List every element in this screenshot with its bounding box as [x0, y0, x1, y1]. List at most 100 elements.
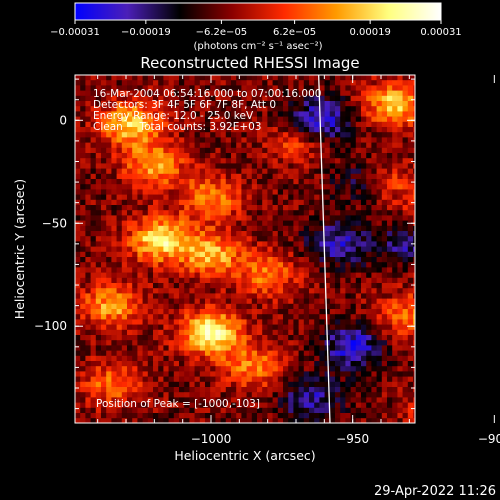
heatmap-cell — [381, 205, 388, 211]
heatmap-cell — [407, 283, 414, 289]
heatmap-cell — [75, 340, 81, 346]
heatmap-cell — [350, 241, 357, 247]
heatmap-cell — [153, 153, 159, 159]
heatmap-cell — [324, 251, 331, 258]
heatmap-cell — [184, 381, 190, 388]
heatmap-cell — [397, 376, 403, 383]
heatmap-cell — [142, 392, 149, 398]
heatmap-cell — [345, 142, 351, 149]
heatmap-cell — [215, 319, 221, 325]
heatmap-cell — [241, 163, 247, 169]
heatmap-cell — [132, 350, 138, 357]
heatmap-cell — [179, 350, 185, 357]
heatmap-cell — [189, 137, 195, 143]
heatmap-cell — [106, 283, 112, 289]
heatmap-cell — [95, 319, 102, 325]
heatmap-cell — [262, 392, 268, 398]
heatmap-cell — [340, 283, 346, 289]
heatmap-cell — [137, 106, 143, 112]
heatmap-cell — [75, 153, 81, 159]
heatmap-cell — [251, 241, 258, 247]
heatmap-cell — [95, 283, 102, 289]
heatmap-cell — [381, 319, 388, 325]
heatmap-cell — [392, 293, 398, 299]
heatmap-cell — [340, 298, 346, 305]
heatmap-cell — [413, 262, 415, 268]
heatmap-cell — [335, 199, 341, 206]
heatmap-cell — [158, 361, 164, 367]
heatmap-cell — [376, 387, 383, 393]
heatmap-cell — [314, 324, 320, 331]
heatmap-cell — [147, 189, 154, 195]
heatmap-cell — [95, 80, 102, 86]
heatmap-cell — [366, 309, 372, 315]
heatmap-cell — [111, 132, 117, 138]
heatmap-cell — [158, 121, 164, 128]
heatmap-cell — [298, 257, 305, 263]
heatmap-cell — [101, 215, 107, 221]
heatmap-cell — [335, 184, 341, 190]
heatmap-cell — [168, 345, 175, 351]
heatmap-cell — [142, 397, 149, 403]
heatmap-cell — [246, 329, 253, 336]
heatmap-cell — [153, 194, 159, 201]
heatmap-cell — [210, 132, 216, 138]
heatmap-cell — [293, 85, 299, 91]
heatmap-cell — [121, 246, 128, 253]
heatmap-cell — [335, 80, 341, 86]
heatmap-cell — [101, 387, 107, 393]
heatmap-cell — [210, 288, 216, 294]
heatmap-cell — [361, 194, 367, 201]
heatmap-cell — [283, 121, 289, 128]
heatmap-cell — [319, 319, 325, 325]
heatmap-cell — [116, 241, 123, 247]
heatmap-cell — [121, 231, 128, 237]
heatmap-cell — [199, 324, 206, 331]
heatmap-cell — [392, 220, 398, 227]
heatmap-cell — [153, 257, 159, 263]
heatmap-cell — [199, 194, 206, 201]
heatmap-cell — [267, 361, 273, 367]
heatmap-cell — [137, 121, 143, 128]
heatmap-cell — [199, 121, 206, 128]
heatmap-cell — [147, 168, 154, 175]
heatmap-cell — [163, 220, 169, 227]
heatmap-cell — [407, 251, 414, 258]
heatmap-cell — [340, 158, 346, 164]
heatmap-cell — [184, 376, 190, 383]
heatmap-cell — [179, 257, 185, 263]
heatmap-cell — [158, 199, 164, 206]
heatmap-cell — [355, 319, 362, 325]
heatmap-cell — [262, 106, 268, 112]
heatmap-cell — [407, 199, 414, 206]
heatmap-cell — [397, 402, 403, 409]
heatmap-cell — [231, 220, 237, 227]
heatmap-cell — [75, 309, 81, 315]
heatmap-cell — [407, 163, 414, 169]
heatmap-cell — [267, 231, 273, 237]
heatmap-cell — [355, 158, 362, 164]
heatmap-cell — [80, 194, 86, 201]
heatmap-cell — [163, 158, 169, 164]
heatmap-cell — [147, 158, 154, 164]
heatmap-cell — [231, 324, 237, 331]
heatmap-cell — [355, 194, 362, 201]
heatmap-cell — [376, 293, 383, 299]
heatmap-cell — [231, 371, 237, 377]
heatmap-cell — [116, 267, 123, 273]
heatmap-cell — [111, 158, 117, 164]
heatmap-cell — [381, 241, 388, 247]
heatmap-cell — [324, 75, 331, 81]
heatmap-cell — [371, 397, 377, 403]
heatmap-cell — [366, 293, 372, 299]
heatmap-cell — [361, 407, 367, 414]
heatmap-cell — [236, 345, 242, 351]
heatmap-cell — [298, 111, 305, 117]
heatmap-cell — [158, 210, 164, 216]
heatmap-cell — [257, 111, 263, 117]
heatmap-cell — [309, 111, 315, 117]
heatmap-cell — [350, 418, 357, 423]
heatmap-cell — [283, 241, 289, 247]
heatmap-cell — [116, 298, 123, 305]
heatmap-cell — [111, 225, 117, 232]
